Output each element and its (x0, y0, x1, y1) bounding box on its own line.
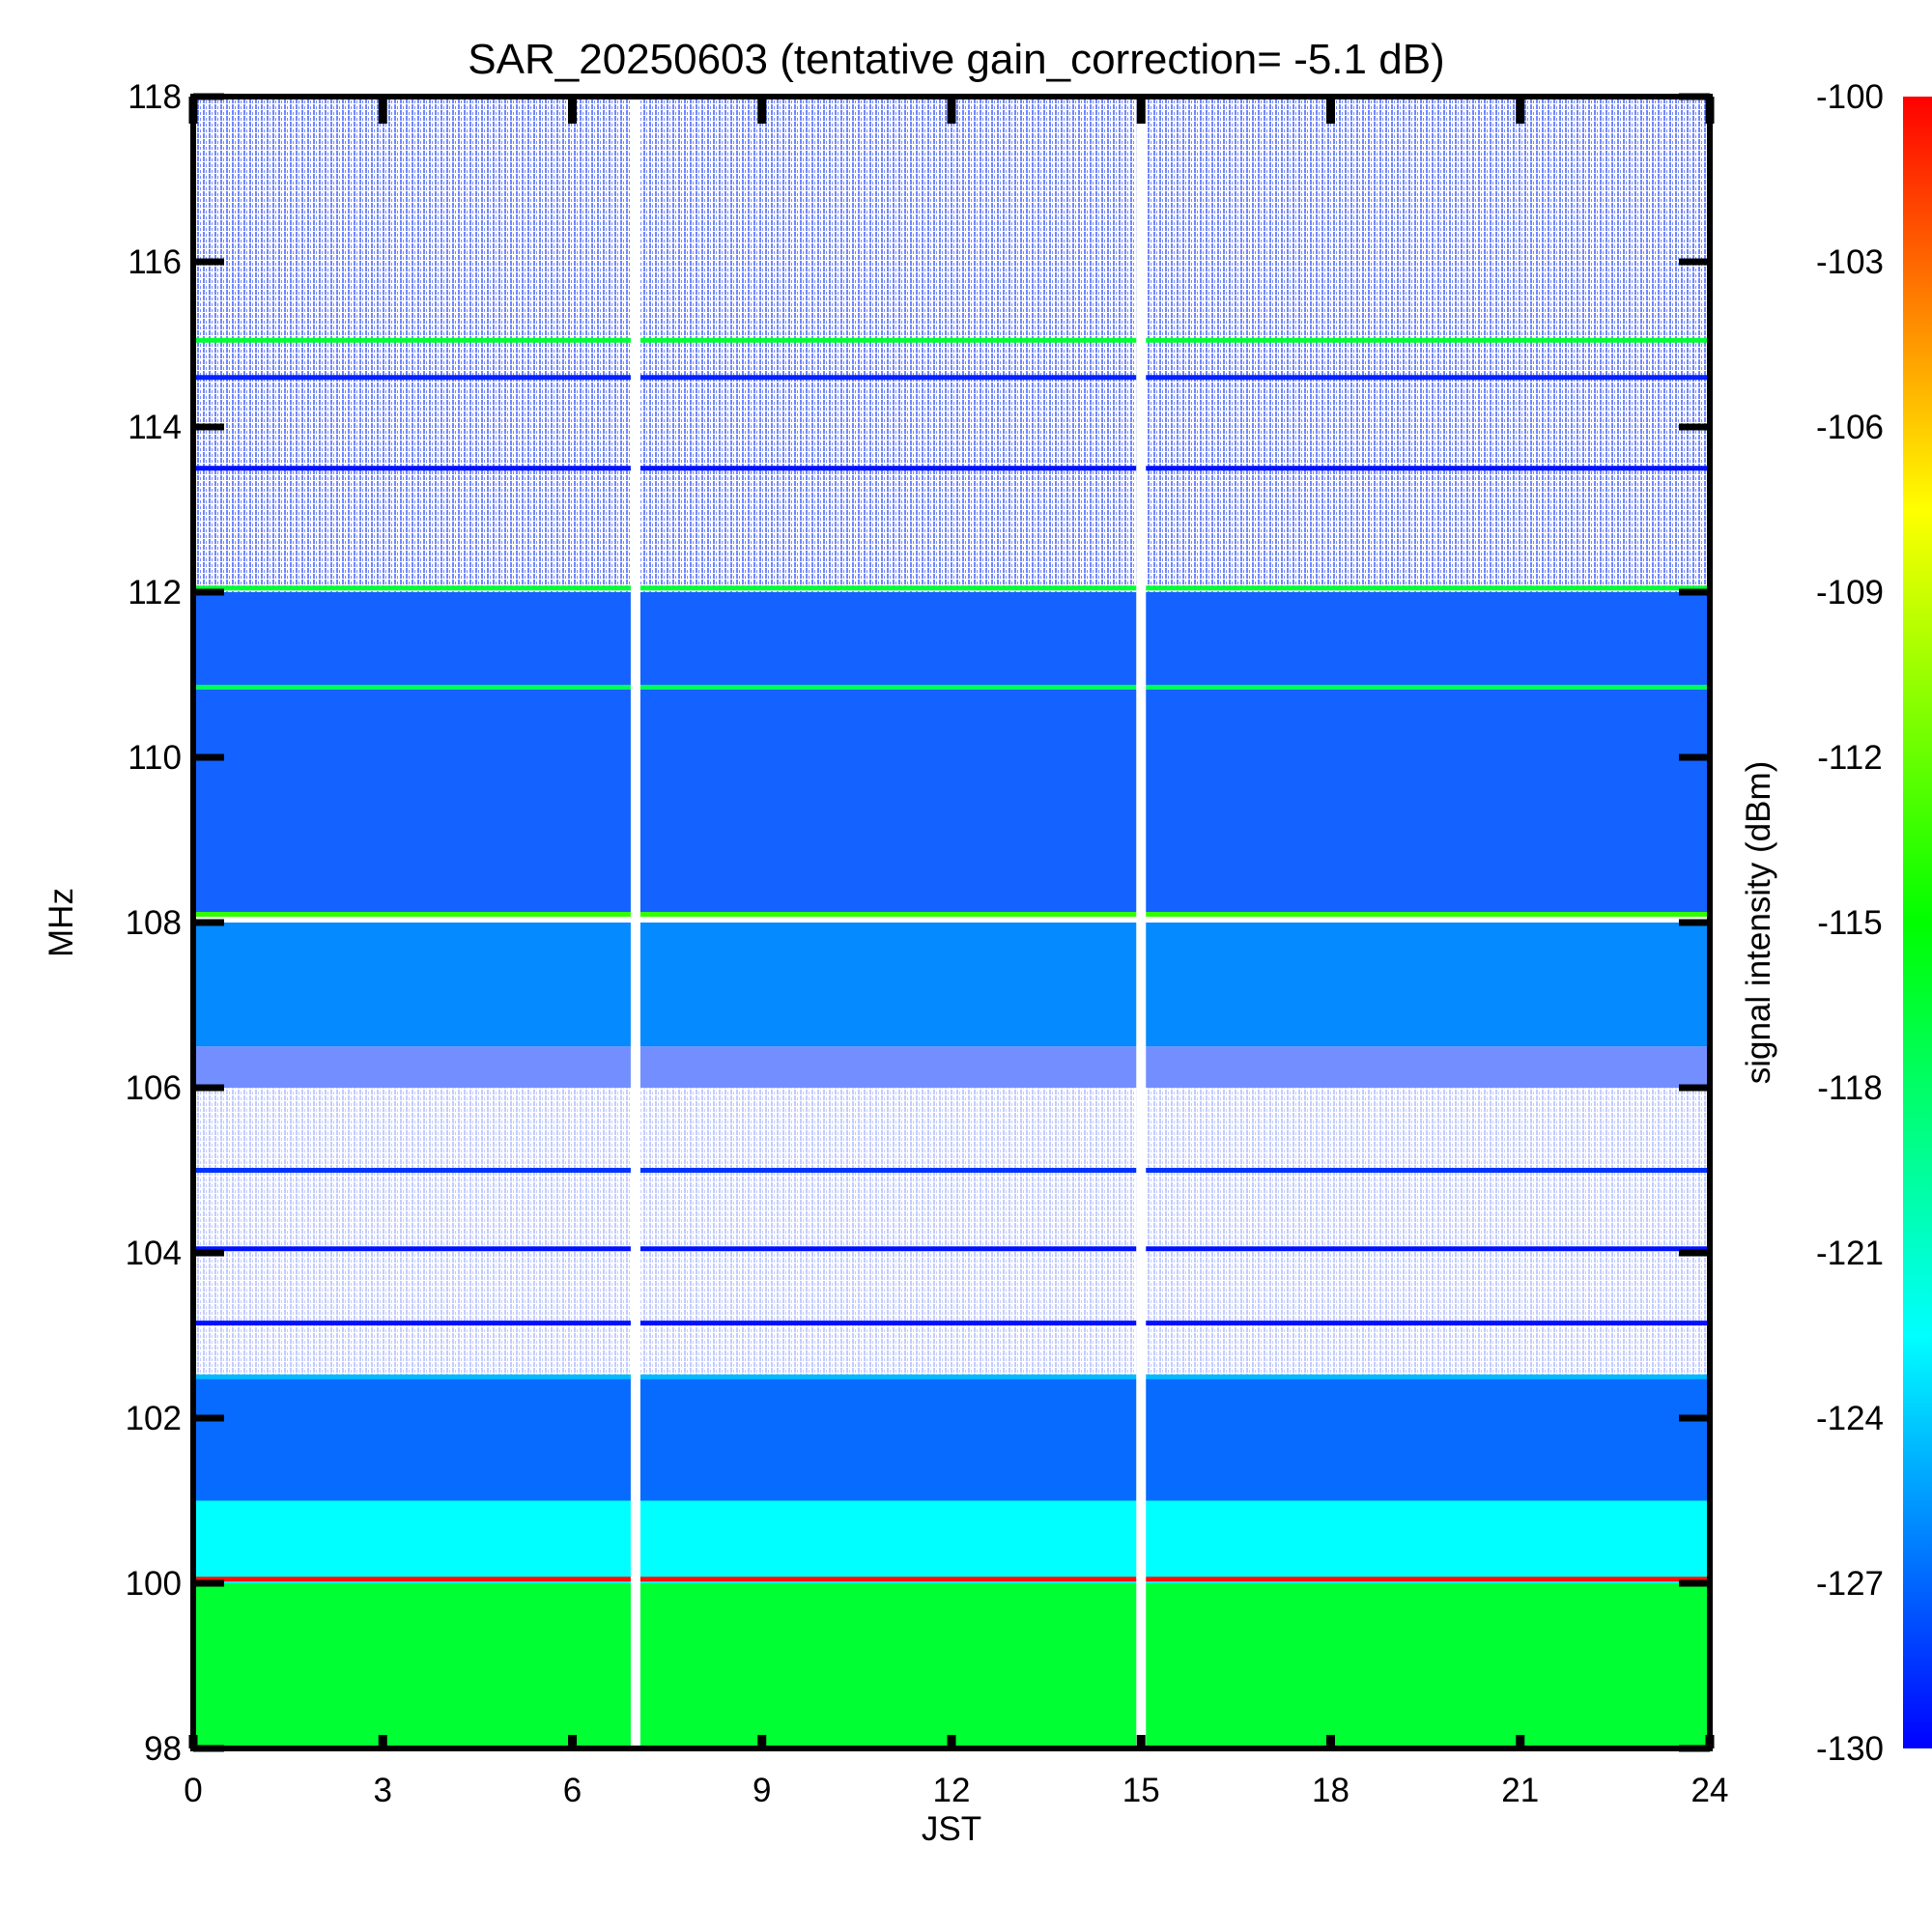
colorbar: -100 -103 -106 -109 -112 -115 -118 -121 -124 -127… (1740, 78, 1932, 1768)
colorbar-tick-label: -112 (1817, 739, 1882, 777)
y-tick-label: 118 (128, 78, 182, 116)
colorbar-tick-label: -103 (1816, 243, 1884, 281)
colorbar-tick-label: -118 (1817, 1069, 1882, 1107)
x-tick-label: 18 (1312, 1772, 1350, 1809)
colorbar-tick-label: -115 (1817, 904, 1882, 942)
heatmap (193, 97, 1710, 1748)
heatmap-band (193, 592, 1710, 915)
data-gap (1136, 97, 1147, 1748)
y-tick-label: 112 (128, 574, 182, 611)
y-tick-label: 102 (126, 1400, 182, 1437)
colorbar-tick-label: -106 (1816, 409, 1884, 446)
x-tick-label: 21 (1501, 1772, 1539, 1809)
x-axis-ticks: 0 3 6 9 12 15 18 21 24 (184, 97, 1728, 1809)
colorbar-tick-label: -127 (1816, 1565, 1884, 1603)
x-axis-label: JST (922, 1810, 981, 1848)
y-tick-label: 98 (144, 1730, 182, 1768)
heatmap-band (193, 1500, 1710, 1583)
y-tick-label: 108 (126, 904, 182, 942)
x-tick-label: 6 (563, 1772, 582, 1809)
data-gaps (630, 97, 1147, 1748)
plot-area (190, 94, 1713, 1751)
y-tick-label: 114 (128, 409, 182, 446)
colorbar-ticks: -100 -103 -106 -109 -112 -115 -118 -121 -124 -127… (1816, 78, 1884, 1768)
heatmap-band-sparse (193, 97, 1710, 592)
y-tick-label: 104 (126, 1235, 182, 1272)
x-tick-label: 12 (933, 1772, 971, 1809)
chart-title: SAR_20250603 (tentative gain_correction=… (468, 36, 1444, 83)
y-axis-ticks: 98 100 102 104 106 108 110 112 114 116 118 (126, 78, 1710, 1768)
heatmap-band-sparse (193, 1088, 1710, 1378)
y-tick-label: 100 (126, 1565, 182, 1603)
y-axis-label: MHz (43, 888, 80, 957)
colorbar-tick-label: -109 (1816, 574, 1884, 611)
x-tick-label: 24 (1691, 1772, 1729, 1809)
x-tick-label: 9 (753, 1772, 771, 1809)
x-tick-label: 3 (374, 1772, 392, 1809)
colorbar-label: signal intensity (dBm) (1740, 761, 1777, 1085)
x-tick-label: 0 (184, 1772, 202, 1809)
colorbar-tick-label: -130 (1816, 1730, 1884, 1768)
carrier-lines (193, 337, 1710, 1582)
colorbar-gradient (1903, 97, 1932, 1748)
heatmap-band (193, 1583, 1710, 1748)
x-tick-label: 15 (1122, 1772, 1160, 1809)
y-tick-label: 116 (128, 243, 182, 281)
heatmap-band (193, 923, 1710, 1047)
data-gap (630, 97, 640, 1748)
heatmap-band (193, 1377, 1710, 1501)
y-tick-label: 106 (126, 1069, 182, 1107)
y-tick-label: 110 (128, 739, 182, 777)
colorbar-tick-label: -100 (1816, 78, 1884, 116)
colorbar-tick-label: -124 (1816, 1400, 1884, 1437)
heatmap-band (193, 1046, 1710, 1088)
colorbar-tick-label: -121 (1816, 1235, 1884, 1272)
